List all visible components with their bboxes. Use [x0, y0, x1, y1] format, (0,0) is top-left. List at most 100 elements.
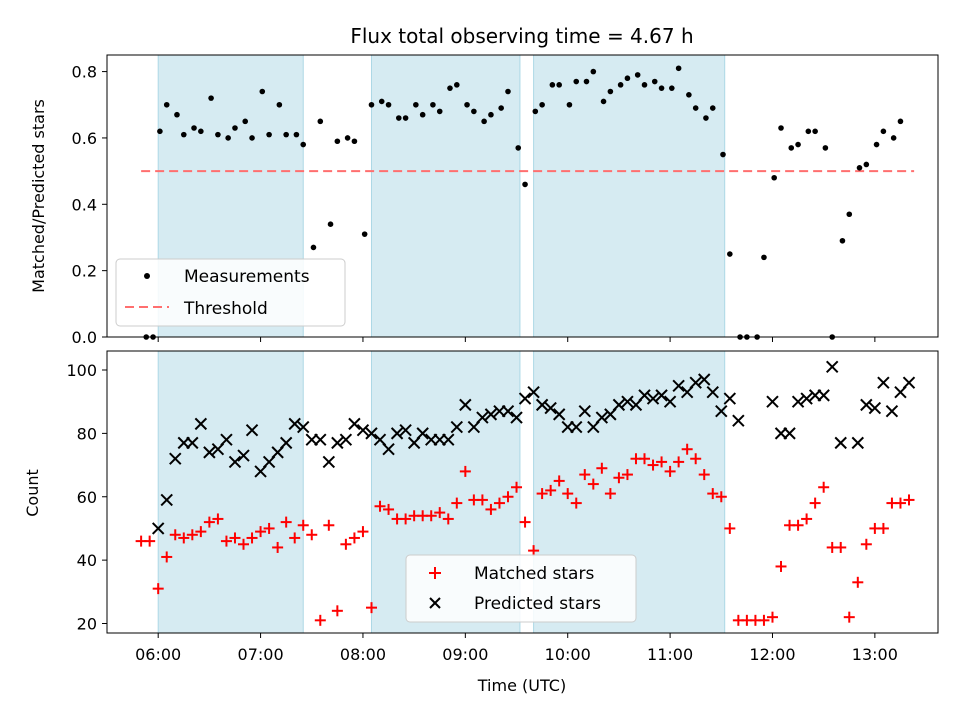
measurement-point	[607, 88, 614, 95]
matched-star-point	[801, 513, 813, 525]
y-tick-label: 0.8	[72, 63, 97, 82]
measurement-point	[215, 131, 221, 138]
predicted-star-point	[151, 522, 165, 535]
measurement-point	[788, 145, 795, 151]
x-tick-label: 12:00	[749, 645, 795, 664]
measurement-point	[549, 82, 556, 88]
y-tick-label: 0.2	[72, 262, 97, 281]
matched-star-point	[263, 522, 275, 534]
predicted-star-point	[885, 404, 899, 418]
measurement-point	[651, 78, 658, 85]
y-tick-label: 0.0	[72, 328, 97, 347]
measurement-point	[413, 101, 419, 108]
measurement-point	[795, 141, 801, 148]
measurement-point	[771, 174, 777, 181]
matched-star-point	[451, 497, 463, 509]
y-tick-label: 0.4	[72, 195, 97, 214]
predicted-star-point	[570, 420, 583, 434]
measurement-point	[675, 65, 682, 72]
measurement-point	[658, 85, 665, 91]
predicted-star-point	[288, 417, 301, 431]
x-tick-label: 09:00	[442, 645, 488, 664]
matched-star-point	[766, 611, 778, 623]
matched-star-point	[647, 459, 659, 471]
measurement-point	[709, 105, 716, 111]
x-tick-label: 11:00	[647, 645, 693, 664]
matched-star-point	[502, 491, 514, 503]
predicted-star-point	[279, 436, 293, 450]
matched-star-point	[587, 478, 599, 490]
measurement-point	[283, 131, 289, 138]
predicted-star-point	[416, 427, 429, 440]
measurement-point	[703, 115, 709, 121]
matched-star-point	[715, 491, 727, 503]
shaded-interval-top-3	[533, 54, 726, 338]
top-y-ticks: 0.0 0.2 0.4 0.6 0.8	[72, 63, 107, 347]
matched-star-point	[459, 465, 471, 477]
legend-marker-measurements	[144, 273, 150, 279]
predicted-star-point	[698, 373, 711, 386]
predicted-star-point	[689, 376, 702, 389]
predicted-star-point	[382, 443, 395, 456]
measurement-point	[163, 101, 170, 108]
measurement-point	[242, 118, 249, 125]
predicted-star-point	[331, 436, 344, 450]
measurement-point	[481, 118, 487, 125]
predicted-star-point	[791, 395, 805, 408]
measurement-point	[590, 68, 597, 75]
measurement-point	[225, 135, 231, 141]
matched-star-point	[212, 513, 224, 525]
predicted-star-point	[877, 376, 890, 389]
matched-star-point	[553, 475, 565, 487]
matched-star-point	[357, 526, 369, 538]
measurement-point	[532, 108, 539, 115]
predicted-star-point	[339, 433, 353, 446]
predicted-star-point	[902, 376, 916, 389]
predicted-star-point	[723, 392, 737, 405]
y-tick-label: 40	[77, 551, 97, 570]
chart-title: Flux total observing time = 4.67 h	[350, 24, 693, 48]
measurement-point	[454, 82, 460, 88]
predicted-star-point	[655, 389, 668, 402]
matched-star-point	[562, 488, 574, 500]
top-shaded-intervals	[157, 54, 726, 338]
predicted-star-point	[237, 449, 250, 462]
matched-star-point	[903, 494, 915, 506]
matched-star-point	[297, 519, 309, 531]
predicted-star-point	[868, 401, 882, 415]
bottom-legend: Matched stars Predicted stars	[405, 554, 637, 623]
measurement-point	[266, 131, 272, 138]
measurement-point	[846, 211, 853, 218]
shaded-interval-top-2	[370, 54, 521, 338]
measurement-point	[310, 244, 317, 251]
predicted-star-point	[612, 398, 626, 412]
predicted-star-point	[297, 420, 310, 434]
measurement-point	[157, 128, 163, 135]
y-tick-label: 20	[77, 614, 97, 633]
matched-star-point	[229, 532, 241, 544]
top-legend: Measurements Threshold	[115, 258, 346, 327]
measurement-point	[293, 131, 300, 138]
measurement-point	[624, 75, 631, 82]
measurement-point	[276, 101, 283, 108]
measurement-point	[778, 125, 784, 131]
predicted-star-point	[535, 398, 549, 412]
predicted-star-point	[314, 433, 327, 446]
predicted-star-point	[527, 385, 540, 399]
x-axis-label: Time (UTC)	[477, 676, 566, 695]
predicted-star-point	[245, 424, 259, 437]
measurement-point	[334, 138, 341, 145]
bottom-y-ticks: 20 40 60 80 100	[66, 361, 107, 633]
predicted-star-point	[356, 424, 370, 437]
predicted-star-point	[169, 452, 182, 465]
measurement-point	[583, 78, 590, 85]
matched-star-point	[724, 522, 736, 534]
matched-star-point	[604, 488, 616, 500]
matched-star-point	[613, 472, 625, 484]
measurement-point	[430, 101, 436, 108]
matched-star-point	[511, 481, 523, 493]
predicted-star-point	[160, 493, 173, 507]
matched-star-point	[425, 510, 437, 522]
measurement-point	[232, 125, 238, 131]
